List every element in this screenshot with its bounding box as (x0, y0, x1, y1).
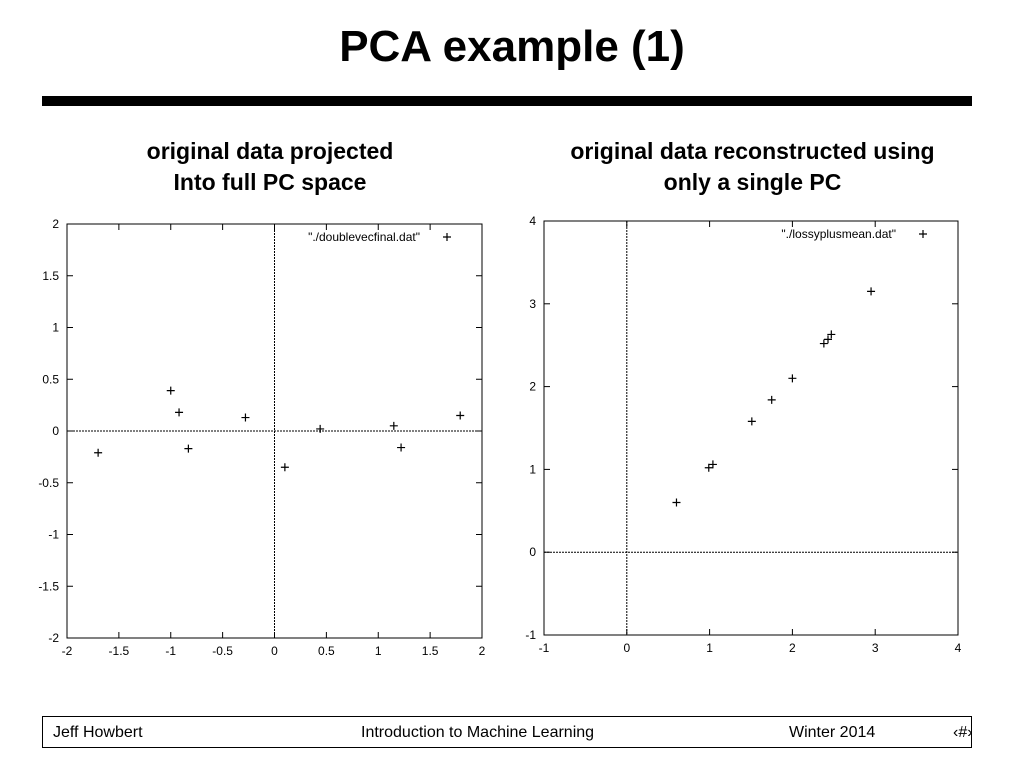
data-point (747, 417, 756, 426)
footer-page-number: ‹#› (953, 724, 973, 741)
left-caption-line-1: original data projected (146, 138, 394, 164)
y-tick-label: 0 (529, 545, 536, 559)
x-tick-label: -1 (165, 644, 176, 658)
x-tick-label: 1 (375, 644, 382, 658)
y-tick-label: 1 (52, 321, 59, 335)
y-tick-label: 0 (52, 424, 59, 438)
x-tick-label: 0.5 (318, 644, 335, 658)
data-point (672, 498, 681, 507)
footer-course: Introduction to Machine Learning (361, 724, 595, 741)
y-tick-label: 0.5 (42, 372, 59, 386)
data-point (456, 411, 465, 420)
x-tick-label: -2 (62, 644, 73, 658)
left-caption-line-2: Into full PC space (173, 169, 367, 195)
plot-frame (543, 220, 959, 636)
left-plot-caption: original data projected Into full PC spa… (100, 136, 440, 198)
y-tick-label: -2 (48, 631, 59, 645)
x-tick-label: 0 (271, 644, 278, 658)
y-tick-label: -1 (48, 528, 59, 542)
slide-footer: Jeff Howbert Introduction to Machine Lea… (42, 716, 973, 748)
x-tick-label: 2 (479, 644, 486, 658)
data-point (704, 463, 713, 472)
data-point (819, 339, 828, 348)
data-point (316, 424, 325, 433)
x-tick-label: 2 (789, 641, 796, 655)
legend-marker (919, 230, 927, 238)
x-tick-label: 3 (872, 641, 879, 655)
x-tick-label: -0.5 (212, 644, 233, 658)
title-divider (42, 96, 972, 106)
y-tick-label: 2 (52, 217, 59, 231)
y-tick-label: 3 (529, 297, 536, 311)
y-tick-label: -1 (525, 628, 536, 642)
plot-2: -1 0 1 2 3 4 -1 0 1 2 3 4 "./lossyplusmean.dat" (525, 214, 961, 655)
scatter-plots: -2 -1.5 -1 -0.5 0 0.5 1 1.5 2 -2 -1.5 -1 -0.5 0 0.5 1 1.… (38, 214, 961, 658)
data-point (184, 444, 193, 453)
data-point (767, 395, 776, 404)
data-point (867, 287, 876, 296)
data-point (788, 374, 797, 383)
y-tick-label: -0.5 (38, 476, 59, 490)
data-point (827, 330, 836, 339)
y-tick-label: 1 (529, 462, 536, 476)
data-point (824, 335, 833, 344)
y-tick-label: 4 (529, 214, 536, 228)
y-tick-label: -1.5 (38, 579, 59, 593)
legend-label: "./doublevecfinal.dat" (308, 230, 420, 244)
data-point (708, 460, 717, 469)
data-point (280, 463, 289, 472)
data-point (241, 413, 250, 422)
legend-marker (443, 233, 451, 241)
slide-title: PCA example (1) (339, 22, 685, 71)
data-point (397, 443, 406, 452)
y-tick-label: 1.5 (42, 269, 59, 283)
right-caption-line-2: only a single PC (663, 169, 842, 195)
data-point (389, 421, 398, 430)
footer-term: Winter 2014 (789, 724, 876, 741)
right-caption-line-1: original data reconstructed using (570, 138, 935, 164)
y-tick-label: 2 (529, 380, 536, 394)
data-point (166, 386, 175, 395)
data-point (175, 408, 184, 417)
x-tick-label: 1.5 (422, 644, 439, 658)
x-tick-label: -1 (539, 641, 550, 655)
data-point (94, 448, 103, 457)
x-tick-label: 4 (955, 641, 962, 655)
x-tick-label: 1 (706, 641, 713, 655)
plot-1: -2 -1.5 -1 -0.5 0 0.5 1 1.5 2 -2 -1.5 -1 -0.5 0 0.5 1 1.… (38, 217, 485, 658)
x-tick-label: 0 (623, 641, 630, 655)
x-tick-label: -1.5 (109, 644, 130, 658)
footer-author: Jeff Howbert (53, 724, 143, 741)
legend-label: "./lossyplusmean.dat" (781, 227, 896, 241)
right-plot-caption: original data reconstructed using only a… (530, 136, 975, 198)
